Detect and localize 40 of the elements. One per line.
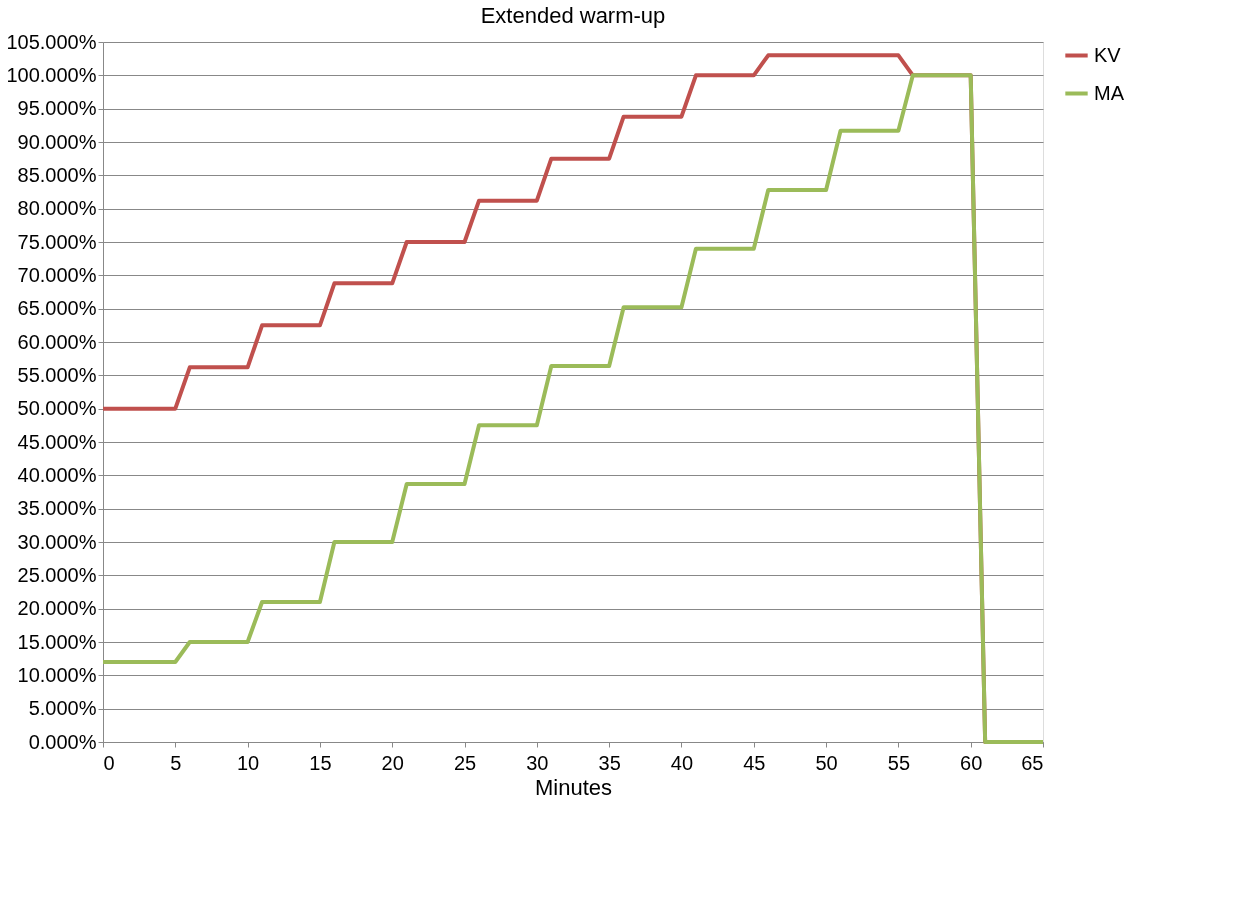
y-tick-label: 70.000%	[17, 263, 97, 286]
y-tick-label: 5.000%	[28, 697, 97, 720]
legend-label: MA	[1094, 81, 1125, 104]
y-tick-label: 25.000%	[17, 563, 97, 586]
y-tick-label: 90.000%	[17, 130, 97, 153]
y-tick-label: 85.000%	[17, 163, 97, 186]
y-tick-label: 105.000%	[6, 30, 97, 53]
x-tick-label: 10	[236, 751, 260, 774]
y-tick-label: 0.000%	[28, 730, 97, 753]
y-tick-label: 30.000%	[17, 530, 97, 553]
x-tick-label: 45	[743, 751, 766, 774]
y-tick-label: 80.000%	[17, 197, 97, 220]
x-axis-title: Minutes	[534, 774, 613, 800]
x-tick-label: 20	[381, 751, 404, 774]
x-tick-label: 0	[103, 751, 115, 774]
y-tick-label: 40.000%	[17, 463, 97, 486]
x-tick-label: 35	[598, 751, 621, 774]
x-tick-label: 25	[453, 751, 477, 774]
y-tick-label: 45.000%	[17, 430, 97, 453]
y-tick-label: 60.000%	[17, 330, 97, 353]
x-tick-label: 50	[815, 751, 838, 774]
y-tick-label: 15.000%	[17, 630, 97, 653]
y-tick-label: 100.000%	[6, 63, 97, 86]
x-tick-label: 15	[309, 751, 332, 774]
x-tick-label: 30	[526, 751, 549, 774]
y-tick-label: 50.000%	[17, 397, 97, 420]
x-tick-label: 65	[1021, 751, 1044, 774]
legend-label: KV	[1094, 43, 1122, 66]
y-tick-label: 55.000%	[17, 363, 97, 386]
x-tick-label: 55	[887, 751, 911, 774]
y-tick-label: 75.000%	[17, 230, 97, 253]
chart-title: Extended warm-up	[480, 3, 666, 28]
y-tick-label: 65.000%	[17, 297, 97, 320]
x-tick-label: 60	[960, 751, 983, 774]
y-tick-label: 35.000%	[17, 497, 97, 520]
y-tick-label: 20.000%	[17, 597, 97, 620]
y-tick-label: 10.000%	[17, 663, 97, 686]
y-tick-label: 95.000%	[17, 97, 97, 120]
x-tick-label: 5	[170, 751, 182, 774]
x-tick-label: 40	[670, 751, 694, 774]
